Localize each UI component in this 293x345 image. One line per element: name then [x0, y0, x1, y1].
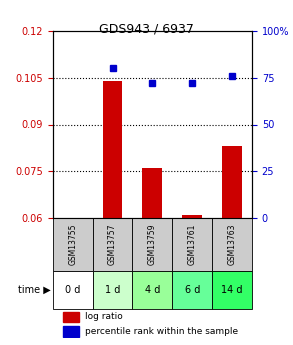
Text: GSM13763: GSM13763: [228, 224, 236, 265]
Text: percentile rank within the sample: percentile rank within the sample: [85, 327, 238, 336]
Text: GSM13755: GSM13755: [68, 224, 77, 265]
FancyBboxPatch shape: [212, 272, 252, 309]
Text: log ratio: log ratio: [85, 313, 122, 322]
Bar: [103, 81, 122, 218]
FancyBboxPatch shape: [93, 272, 132, 309]
Text: 4 d: 4 d: [145, 285, 160, 295]
Bar: [222, 146, 242, 218]
FancyBboxPatch shape: [53, 272, 93, 309]
Text: 0 d: 0 d: [65, 285, 80, 295]
Bar: [63, 326, 79, 337]
Text: 14 d: 14 d: [221, 285, 243, 295]
FancyBboxPatch shape: [53, 218, 93, 272]
FancyBboxPatch shape: [132, 218, 172, 272]
Bar: [142, 168, 162, 218]
FancyBboxPatch shape: [93, 218, 132, 272]
Text: time ▶: time ▶: [18, 285, 51, 295]
Text: GSM13761: GSM13761: [188, 224, 197, 265]
FancyBboxPatch shape: [212, 218, 252, 272]
Text: 6 d: 6 d: [185, 285, 200, 295]
Bar: [182, 215, 202, 218]
Text: 1 d: 1 d: [105, 285, 120, 295]
FancyBboxPatch shape: [172, 218, 212, 272]
Bar: [63, 312, 79, 322]
Text: GSM13757: GSM13757: [108, 224, 117, 265]
Text: GDS943 / 6937: GDS943 / 6937: [99, 22, 194, 36]
FancyBboxPatch shape: [132, 272, 172, 309]
FancyBboxPatch shape: [172, 272, 212, 309]
Text: GSM13759: GSM13759: [148, 224, 157, 265]
